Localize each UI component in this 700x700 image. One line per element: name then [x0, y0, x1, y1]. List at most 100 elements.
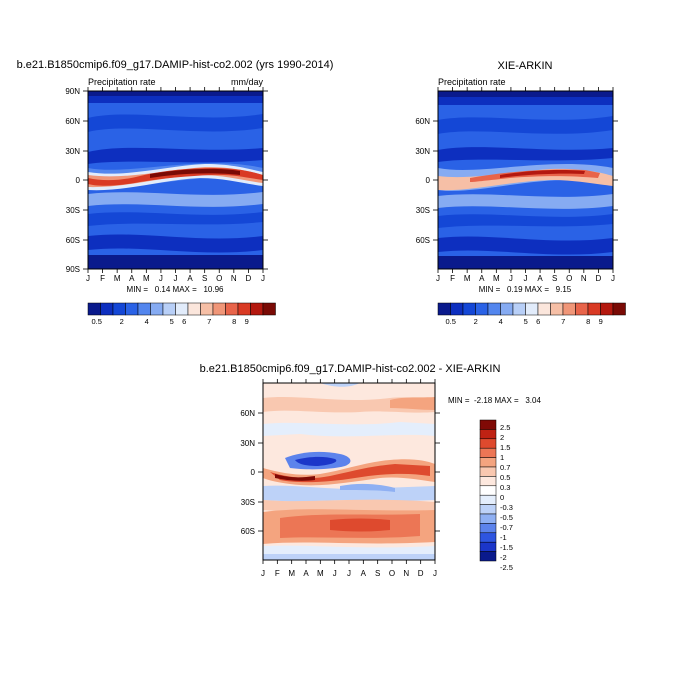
- colorbar-label: -2.5: [500, 563, 513, 572]
- x-tick-label: A: [129, 274, 135, 283]
- colorbar-label: 7: [207, 317, 211, 326]
- colorbar-swatch: [500, 302, 514, 316]
- y-tick-label: 60S: [66, 236, 80, 245]
- colorbar-label: 1.5: [500, 443, 510, 452]
- colorbar-swatch: [479, 466, 497, 477]
- colorbar-label: 5: [524, 317, 528, 326]
- colorbar-swatch: [600, 302, 614, 316]
- y-tick-label: 60S: [241, 527, 255, 536]
- colorbar-label: 8: [232, 317, 236, 326]
- x-tick-label: J: [333, 569, 337, 578]
- x-tick-label: J: [261, 274, 265, 283]
- x-tick-label: J: [433, 569, 437, 578]
- y-tick-label: 60N: [415, 117, 430, 126]
- colorbar-swatch: [479, 485, 497, 496]
- x-tick-label: O: [566, 274, 572, 283]
- x-tick-label: M: [114, 274, 121, 283]
- colorbar-swatch: [87, 302, 101, 316]
- x-tick-label: J: [347, 569, 351, 578]
- obs-panel-ticks: [433, 87, 618, 273]
- x-tick-label: O: [216, 274, 222, 283]
- colorbar-label: 0.5: [500, 473, 510, 482]
- y-tick-label: 60S: [416, 236, 430, 245]
- colorbar-swatch: [212, 302, 226, 316]
- colorbar-label: 9: [245, 317, 249, 326]
- x-tick-label: A: [361, 569, 367, 578]
- x-tick-label: D: [596, 274, 602, 283]
- colorbar-label: 1: [500, 453, 504, 462]
- y-tick-label: 30S: [416, 206, 430, 215]
- obs-panel-x-tick-labels: J F M A M J J A S O N D J: [436, 274, 615, 283]
- diff-panel-y-tick-labels: 60N 30N 0 30S 60S: [240, 409, 255, 536]
- obs-panel: XIE-ARKIN Precipitation rate 60N 30N 0 3…: [415, 60, 626, 326]
- colorbar-label: 2: [120, 317, 124, 326]
- colorbar-label: 0.7: [500, 463, 510, 472]
- x-tick-label: A: [303, 569, 309, 578]
- model-precip-field: [88, 91, 263, 269]
- colorbar-label: -0.3: [500, 503, 513, 512]
- colorbar-swatch: [479, 523, 497, 534]
- model-colorbar: [87, 302, 276, 316]
- colorbar-label: 8: [586, 317, 590, 326]
- colorbar-swatch: [612, 302, 626, 316]
- colorbar-swatch: [237, 302, 251, 316]
- colorbar-swatch: [562, 302, 576, 316]
- colorbar-swatch: [262, 302, 276, 316]
- colorbar-swatch: [437, 302, 451, 316]
- colorbar-swatch: [479, 438, 497, 449]
- y-tick-label: 30S: [241, 498, 255, 507]
- x-tick-label: D: [418, 569, 424, 578]
- colorbar-swatch: [475, 302, 489, 316]
- colorbar-label: 0.5: [445, 317, 455, 326]
- x-tick-label: N: [581, 274, 587, 283]
- colorbar-swatch: [462, 302, 476, 316]
- colorbar-label: 2.5: [500, 423, 510, 432]
- colorbar-swatch: [187, 302, 201, 316]
- colorbar-swatch: [479, 541, 497, 552]
- model-panel: b.e21.B1850cmip6.f09_g17.DAMIP-hist-co2.…: [17, 59, 334, 326]
- obs-colorbar: [437, 302, 626, 316]
- model-colorbar-labels: 0.5 2 4 5 6 7 8 9: [91, 317, 248, 326]
- model-panel-subtitle-right: mm/day: [231, 77, 264, 87]
- colorbar-swatch: [112, 302, 126, 316]
- x-tick-label: M: [464, 274, 471, 283]
- y-tick-label: 30N: [240, 439, 255, 448]
- obs-panel-y-tick-labels: 60N 30N 0 30S 60S: [415, 117, 430, 245]
- colorbar-swatch: [137, 302, 151, 316]
- colorbar-swatch: [175, 302, 189, 316]
- colorbar-label: 0: [500, 493, 504, 502]
- diff-panel-ticks: [258, 379, 440, 564]
- colorbar-label: -0.5: [500, 513, 513, 522]
- x-tick-label: F: [450, 274, 455, 283]
- y-tick-label: 90N: [65, 87, 80, 96]
- colorbar-label: 4: [145, 317, 149, 326]
- colorbar-swatch: [150, 302, 164, 316]
- x-tick-label: J: [509, 274, 513, 283]
- x-tick-label: A: [187, 274, 193, 283]
- colorbar-swatch: [479, 513, 497, 524]
- y-tick-label: 90S: [66, 265, 80, 274]
- x-tick-label: J: [159, 274, 163, 283]
- diff-panel-stats: MIN = -2.18 MAX = 3.04: [448, 396, 541, 405]
- colorbar-label: -0.7: [500, 523, 513, 532]
- model-panel-x-tick-labels: J F M A M J J A S O N D J: [86, 274, 265, 283]
- colorbar-swatch: [479, 504, 497, 515]
- colorbar-swatch: [525, 302, 539, 316]
- colorbar-swatch: [450, 302, 464, 316]
- colorbar-label: 7: [561, 317, 565, 326]
- obs-panel-subtitle-left: Precipitation rate: [438, 77, 506, 87]
- colorbar-label: 0.5: [91, 317, 101, 326]
- x-tick-label: M: [317, 569, 324, 578]
- colorbar-label: 6: [536, 317, 540, 326]
- obs-panel-title: XIE-ARKIN: [497, 60, 552, 72]
- colorbar-swatch: [162, 302, 176, 316]
- colorbar-label: -1.5: [500, 543, 513, 552]
- colorbar-swatch: [537, 302, 551, 316]
- colorbar-swatch: [479, 551, 497, 562]
- model-panel-y-tick-labels: 90N 60N 30N 0 30S 60S 90S: [65, 87, 80, 274]
- colorbar-swatch: [479, 476, 497, 487]
- model-panel-ticks: [83, 87, 268, 273]
- colorbar-swatch: [575, 302, 589, 316]
- x-tick-label: J: [436, 274, 440, 283]
- obs-panel-stats: MIN = 0.19 MAX = 9.15: [479, 285, 572, 294]
